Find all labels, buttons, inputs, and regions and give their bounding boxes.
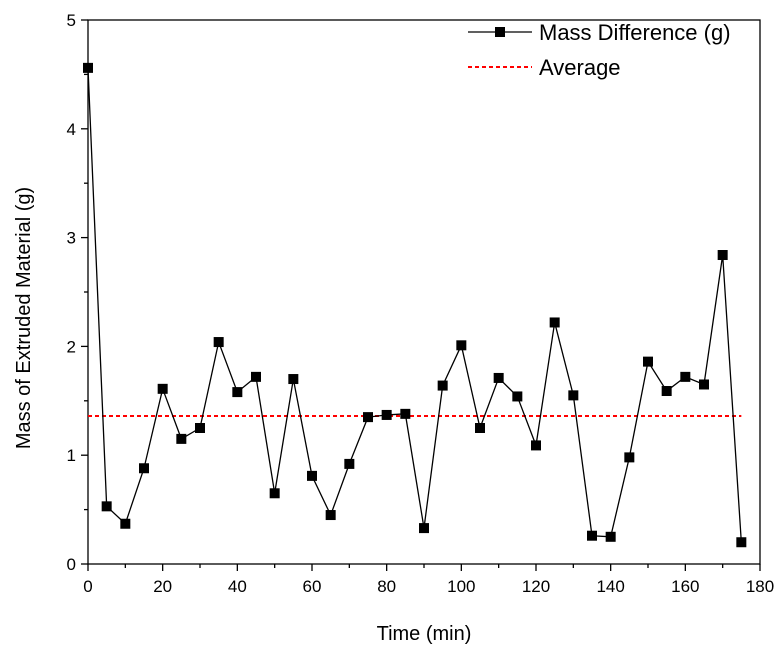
legend: Mass Difference (g) Average <box>468 20 731 80</box>
data-point <box>176 433 187 444</box>
x-tick-label: 40 <box>228 577 247 596</box>
data-point <box>101 501 112 512</box>
mass-difference-line <box>87 67 742 543</box>
data-point <box>139 463 149 474</box>
data-point <box>549 317 560 328</box>
x-tick-label: 180 <box>746 577 774 596</box>
data-point <box>213 337 224 348</box>
data-point <box>325 510 336 521</box>
y-tick-label: 2 <box>67 337 76 356</box>
data-point <box>269 488 280 499</box>
x-tick-label: 20 <box>153 577 172 596</box>
mass-difference-series <box>83 62 747 548</box>
legend-marker-mass-difference <box>495 27 505 37</box>
data-point <box>493 372 504 383</box>
y-tick-label: 0 <box>67 555 76 574</box>
x-tick-label: 160 <box>671 577 699 596</box>
legend-label-mass-difference: Mass Difference (g) <box>539 20 731 45</box>
axes: 0 20 40 60 80 100 120 140 160 180 0 1 2 3 4 5 <box>67 11 775 596</box>
x-tick-label: 140 <box>596 577 624 596</box>
data-point <box>680 371 691 382</box>
data-point <box>643 356 653 367</box>
y-axis-title: Mass of Extruded Material (g) <box>13 187 35 449</box>
x-tick-label: 100 <box>447 577 475 596</box>
data-point <box>363 412 373 423</box>
data-point <box>531 440 541 451</box>
x-tick-label: 60 <box>303 577 322 596</box>
data-point <box>568 390 579 401</box>
data-point <box>232 387 243 398</box>
x-tick-label: 80 <box>377 577 396 596</box>
x-axis-title: Time (min) <box>377 623 472 645</box>
data-point <box>251 371 261 382</box>
y-tick-label: 3 <box>67 229 76 248</box>
data-point <box>307 470 317 481</box>
data-point <box>381 409 392 420</box>
data-point <box>736 537 747 548</box>
y-tick-label: 1 <box>67 446 76 465</box>
data-point <box>587 530 597 541</box>
data-point <box>512 391 523 402</box>
data-point <box>456 340 467 351</box>
data-point <box>288 374 299 385</box>
plot-frame <box>87 19 761 565</box>
y-tick-label: 5 <box>67 11 76 30</box>
y-tick-label: 4 <box>67 120 76 139</box>
data-point <box>475 423 485 433</box>
data-point <box>437 380 448 391</box>
data-point <box>661 386 672 397</box>
x-tick-label: 0 <box>83 577 92 596</box>
legend-label-average: Average <box>539 55 621 80</box>
data-point <box>400 408 411 419</box>
data-point <box>120 518 131 529</box>
data-point <box>157 383 168 394</box>
data-point <box>419 523 429 534</box>
data-point <box>344 458 355 469</box>
data-point <box>195 423 205 433</box>
x-tick-label: 120 <box>522 577 550 596</box>
data-point <box>605 531 616 542</box>
data-point <box>83 62 93 73</box>
data-point <box>717 250 728 261</box>
data-point <box>624 452 635 463</box>
data-point <box>699 379 709 390</box>
